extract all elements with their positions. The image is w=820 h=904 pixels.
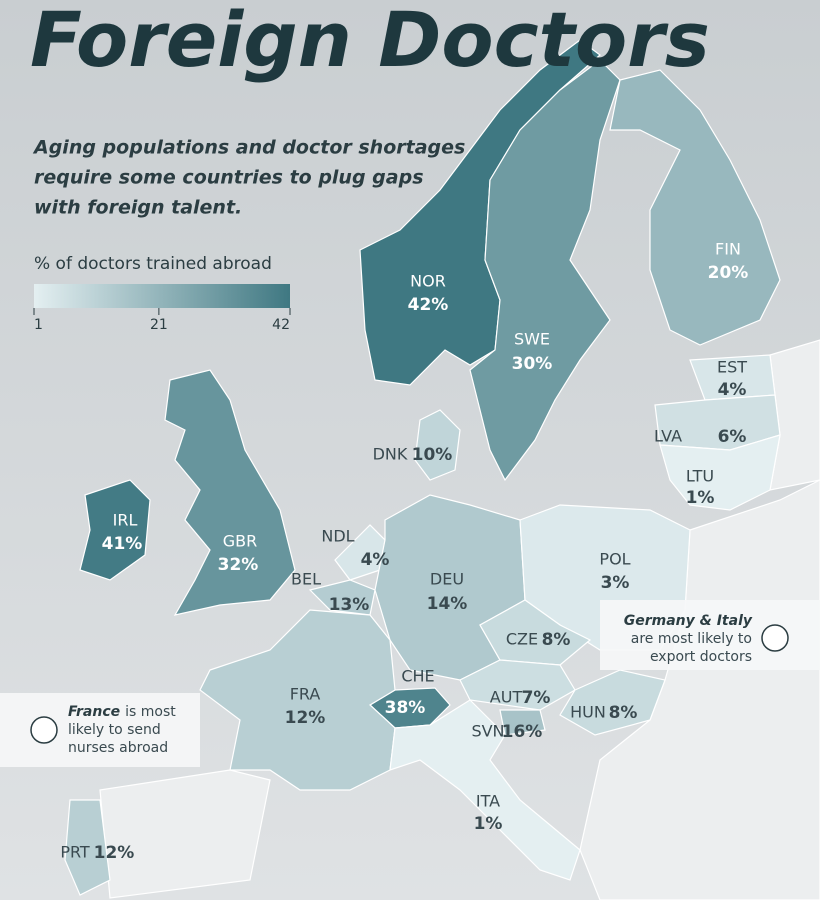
country-value: 12%: [94, 843, 135, 863]
subtitle-line: Aging populations and doctor shortages: [32, 137, 465, 159]
country-code: SVN: [471, 722, 504, 741]
subtitle: Aging populations and doctor shortages r…: [32, 137, 465, 219]
country-code: DNK: [373, 445, 408, 464]
country: [164, 369, 296, 616]
country: [469, 59, 621, 482]
country-value: 4%: [718, 380, 747, 400]
country: [609, 69, 781, 346]
country-value: 32%: [218, 555, 259, 575]
country-value: 14%: [427, 594, 468, 614]
subtitle-line: require some countries to plug gaps: [34, 167, 424, 189]
country-value: 1%: [686, 488, 715, 508]
pill-icon: [761, 624, 789, 652]
country-code: IRL: [113, 511, 138, 530]
country: [414, 409, 461, 481]
country-code: NDL: [321, 527, 354, 546]
country: [499, 709, 546, 736]
country-value: 3%: [601, 573, 630, 593]
country-code: HUN: [570, 703, 606, 722]
country-code: FRA: [290, 685, 321, 704]
country-value: 13%: [329, 595, 370, 615]
country-code: FIN: [715, 240, 741, 259]
country-value: 16%: [502, 722, 543, 742]
clipboard-icon: [30, 716, 58, 744]
country-value: 6%: [718, 427, 747, 447]
country-value: 8%: [542, 630, 571, 650]
country-code: LVA: [654, 427, 682, 446]
country-code: NOR: [410, 272, 446, 291]
legend: % of doctors trained abroad 1 21 42: [33, 254, 291, 333]
legend-tick-label: 21: [150, 317, 168, 333]
country-value: 4%: [361, 550, 390, 570]
callout-bold: Germany & Italy: [624, 613, 753, 629]
country-value: 41%: [102, 534, 143, 554]
country-value: 10%: [412, 445, 453, 465]
callout-line: likely to send: [68, 722, 161, 738]
other-land: [99, 339, 820, 901]
callout: France is most likely to send nurses abro…: [0, 693, 200, 767]
country-code: BEL: [291, 570, 321, 589]
callout-line: export doctors: [650, 649, 752, 665]
callout-line: nurses abroad: [68, 740, 168, 756]
country: [659, 434, 781, 511]
country-code: LTU: [686, 467, 714, 486]
country-labels: NOR 42% SWE 30% FIN 20% EST 4% LVA 6% LT…: [60, 240, 748, 864]
country-code: POL: [599, 550, 630, 569]
callout-line: France is most: [68, 704, 176, 720]
callout: Germany & Italy are most likely to expor…: [600, 600, 820, 670]
country-value: 12%: [285, 708, 326, 728]
country-code: GBR: [223, 532, 258, 551]
country-code: CZE: [506, 630, 538, 649]
legend-bar: [34, 284, 290, 308]
country-code: DEU: [430, 570, 464, 589]
country: [308, 579, 376, 616]
country-value: 8%: [609, 703, 638, 723]
callout-bold: France: [68, 704, 120, 720]
country-value: 42%: [408, 295, 449, 315]
country-code: AUT: [490, 688, 523, 707]
country: [79, 479, 151, 581]
legend-title: % of doctors trained abroad: [34, 254, 272, 274]
callout-line: are most likely to: [631, 631, 752, 647]
country: [64, 799, 111, 896]
country-value: 1%: [474, 814, 503, 834]
legend-tick-label: 1: [34, 317, 43, 333]
country-code: ITA: [476, 792, 500, 811]
legend-tick-label: 42: [272, 317, 290, 333]
country-code: SWE: [514, 330, 550, 349]
subtitle-line: with foreign talent.: [34, 197, 242, 219]
country-value: 7%: [522, 688, 551, 708]
country-code: PRT: [60, 843, 90, 862]
country: [389, 699, 581, 881]
country-code: CHE: [401, 667, 434, 686]
callout-line: is most: [125, 704, 176, 720]
country-code: EST: [717, 358, 747, 377]
country-value: 20%: [708, 263, 749, 283]
country-value: 38%: [385, 698, 426, 718]
title: Foreign Doctors: [30, 0, 710, 84]
country-value: 30%: [512, 354, 553, 374]
